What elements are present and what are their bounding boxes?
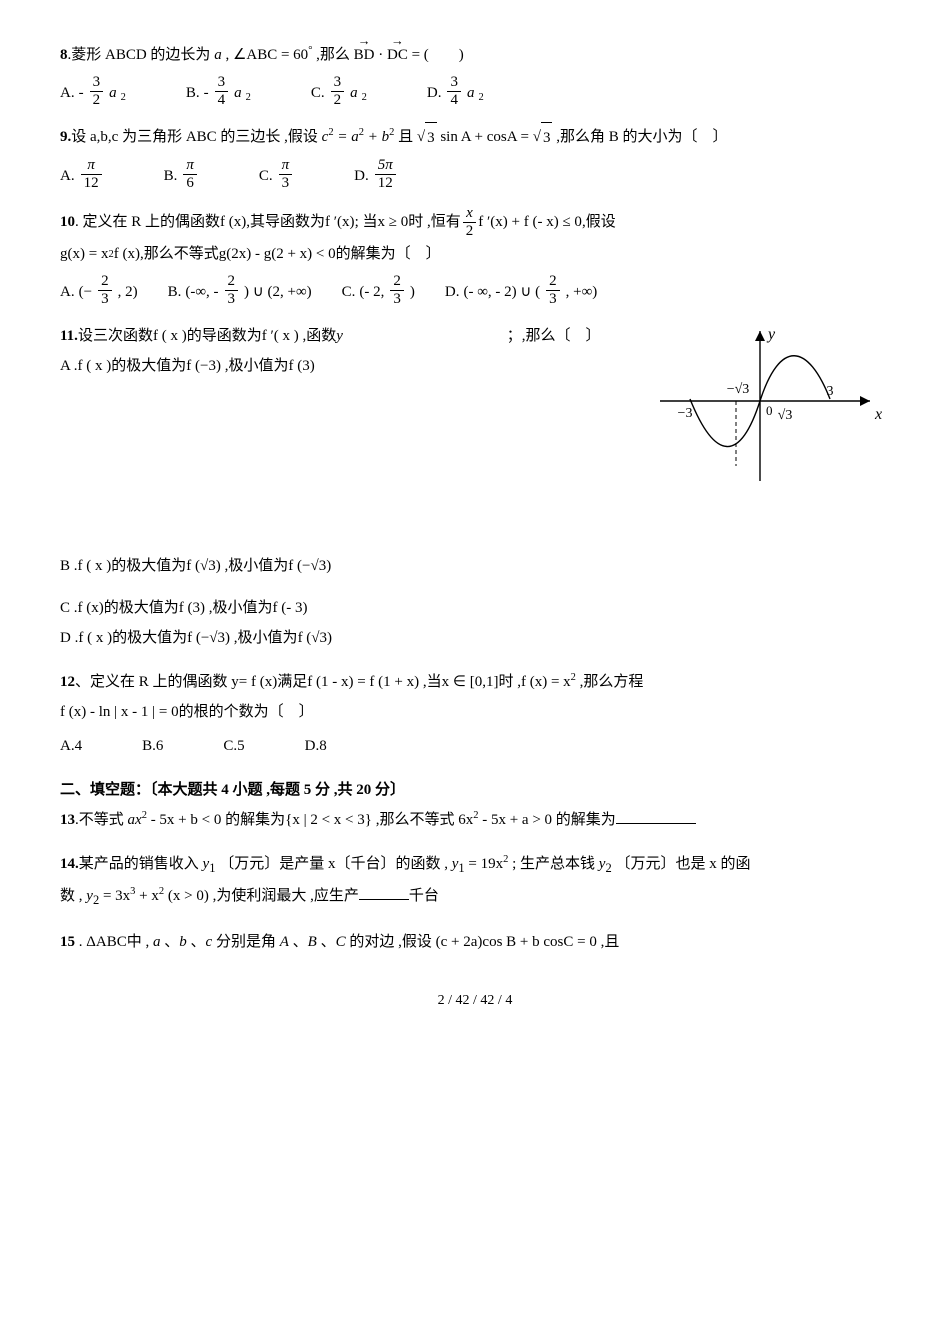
p9-number: 9. [60,129,71,145]
p8-text1: .菱形 ABCD 的边长为 [68,47,211,63]
p12-opt-a: A.4 [60,731,82,761]
fill-header: 二、填空题：〔本大题共 4 小题 ,每题 5 分 ,共 20 分〕 [60,775,890,805]
opt-label: C. [311,78,325,108]
svg-text:−3: −3 [678,406,693,421]
p13-blank [616,808,696,824]
problem-10: 10. 定义在 R 上的偶函数 f (x),其导函数为 f ′(x) ; 当 x… [60,205,890,307]
p8-text4: = ( ) [412,47,464,63]
svg-text:√3: √3 [778,408,793,423]
p11-graph: y x −3 −√3 √3 3 0 [630,321,890,491]
opt-sign: - [79,78,84,108]
p10-opt-a: A.(−23, 2) [60,273,138,307]
p9-opt-d: D.5π12 [354,157,398,191]
opt-label: A. [60,78,75,108]
problem-9: 9.设 a,b,c 为三角形 ABC 的三边长 ,假设 c2 = a2 + b2… [60,122,890,191]
p12-options: A.4 B.6 C.5 D.8 [60,731,890,761]
p10-opt-c: C.(- 2, 23) [342,273,415,307]
problem-14: 14.某产品的销售收入 y1 〔万元〕是产量 x〔千台〕的函数 , y1 = 1… [60,849,890,913]
p12-opt-d: D.8 [305,731,327,761]
p12-opt-c: C.5 [223,731,244,761]
p8-opt-b: B. - 34 a2 [186,74,251,108]
svg-text:0: 0 [766,403,773,418]
p9-opt-b: B.π6 [164,157,199,191]
p8-vec-dc: DC [387,40,408,70]
svg-text:−√3: −√3 [727,382,750,397]
p8-opt-c: C. 32 a2 [311,74,367,108]
p9-opt-c: C.π3 [259,157,294,191]
problem-8: 8.菱形 ABCD 的边长为 a , ∠ABC = 60° ,那么 BD · D… [60,40,890,108]
p8-opt-d: D. 34 a2 [427,74,484,108]
p8-text3: ,那么 [312,47,350,63]
p9-opt-a: A.π12 [60,157,104,191]
p8-number: 8 [60,47,68,63]
p10-options: A.(−23, 2) B.(-∞, -23) ∪ (2, +∞) C.(- 2,… [60,273,890,307]
p8-a: a [214,47,222,63]
p10-opt-d: D.(- ∞, - 2) ∪ (23, +∞) [445,273,597,307]
p8-vec-bd: BD [354,40,375,70]
problem-12: 12、定义在 R 上的偶函数 y= f (x)满足f (1 - x) = f (… [60,667,890,761]
p8-opt-a: A. - 32 a2 [60,74,126,108]
p8-angle: ∠ABC = 60 [233,47,308,63]
p10-opt-b: B.(-∞, -23) ∪ (2, +∞) [168,273,312,307]
problem-15: 15 . ΔABC中 , a 、b 、c 分别是角 A 、B 、C 的对边 ,假… [60,927,890,957]
p12-opt-b: B.6 [142,731,163,761]
p8-options: A. - 32 a2 B. - 34 a2 C. 32 a2 D. 34 a2 [60,74,890,108]
p8-dot: · [378,47,387,63]
opt-label: B. [186,78,200,108]
p9-text1: 设 a,b,c 为三角形 ABC 的三边长 ,假设 [71,129,318,145]
p14-blank [359,884,409,900]
problem-13: 13.不等式 ax2 - 5x + b < 0 的解集为{x | 2 < x <… [60,805,890,835]
problem-11: yx−3−√3√330 11.设三次函数f ( x )的导函数为f ′( x )… [60,321,890,653]
svg-text:3: 3 [827,384,834,399]
opt-label: D. [427,78,442,108]
svg-text:x: x [874,406,882,423]
p9-options: A.π12 B.π6 C.π3 D.5π12 [60,157,890,191]
svg-text:y: y [766,326,776,343]
p8-text2: , [222,47,233,63]
page-footer: 2 / 42 / 42 / 4 [60,987,890,1015]
